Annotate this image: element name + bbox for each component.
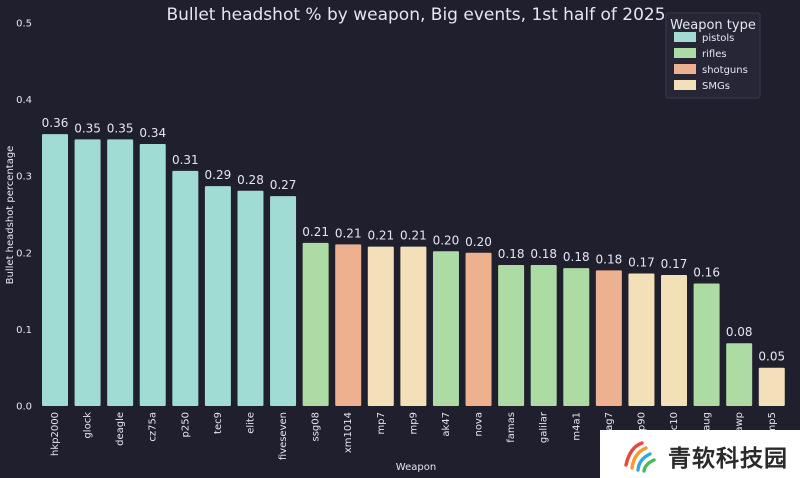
bar-value-label: 0.17: [661, 257, 688, 271]
bar-value-label: 0.05: [758, 350, 785, 364]
x-tick-label: tec9: [213, 412, 224, 434]
bar-ak47: [432, 251, 459, 406]
x-tick-label: deagle: [115, 412, 126, 446]
legend-title: Weapon type: [670, 18, 756, 33]
bar-value-label: 0.18: [498, 247, 525, 261]
x-tick-label: p250: [180, 412, 191, 437]
bar-value-label: 0.18: [563, 250, 590, 264]
legend-swatch-SMGs: [674, 80, 696, 90]
x-tick-label: galilar: [539, 411, 550, 443]
legend-label-SMGs: SMGs: [702, 81, 730, 92]
bar-value-label: 0.16: [693, 265, 720, 279]
bar-value-label: 0.21: [335, 226, 362, 240]
y-tick-label: 0.4: [16, 95, 32, 106]
x-tick-label: nova: [474, 412, 485, 437]
x-tick-label: m4a1: [571, 412, 582, 441]
y-tick-label: 0.1: [16, 325, 32, 336]
bars: 0.36 0.35 0.35 0.34 0.31 0.29 0.28 0.27 0.21 0.21…: [42, 116, 785, 406]
bar-mp9: [400, 246, 427, 406]
bar-value-label: 0.31: [172, 153, 199, 167]
bar-value-label: 0.20: [465, 235, 492, 249]
x-tick-label: mp7: [376, 412, 387, 434]
x-tick-label: glock: [83, 412, 94, 439]
bar-xm1014: [335, 244, 362, 406]
watermark-text: 青软科技园: [668, 446, 788, 472]
bar-value-label: 0.34: [139, 126, 166, 140]
y-tick-label: 0.5: [16, 19, 32, 30]
bar-fiveseven: [270, 196, 297, 406]
bar-mag7: [595, 270, 622, 406]
x-tick-label: p90: [636, 412, 647, 431]
x-tick-label: awp: [734, 412, 745, 433]
bar-glock: [74, 139, 101, 406]
bar-value-label: 0.35: [107, 121, 134, 135]
y-axis-label: Bullet headshot percentage: [5, 146, 16, 285]
legend-label-shotguns: shotguns: [702, 65, 748, 76]
x-tick-label: mp5: [767, 412, 778, 434]
bar-value-label: 0.28: [237, 173, 264, 187]
bar-aug: [693, 283, 720, 406]
chart-title: Bullet headshot % by weapon, Big events,…: [166, 5, 665, 25]
bar-value-label: 0.21: [367, 229, 394, 243]
x-tick-label: aug: [702, 412, 713, 431]
x-axis-label: Weapon: [396, 462, 436, 473]
watermark-logo-icon: [624, 441, 656, 473]
bar-value-label: 0.27: [270, 178, 297, 192]
bar-value-label: 0.21: [302, 225, 329, 239]
bar-value-label: 0.08: [726, 325, 753, 339]
legend-label-rifles: rifles: [702, 49, 727, 60]
bar-p90: [628, 273, 655, 406]
bar-hkp2000: [42, 134, 68, 406]
bar-value-label: 0.29: [205, 168, 232, 182]
y-tick-label: 0.2: [16, 248, 32, 259]
x-tick-label: xm1014: [343, 412, 354, 453]
bar-mp5: [758, 367, 785, 406]
bar-value-label: 0.36: [42, 116, 69, 130]
x-tick-label: fiveseven: [278, 412, 289, 460]
x-tick-label: elite: [245, 412, 256, 434]
bar-galilar: [530, 265, 557, 406]
bar-famas: [498, 265, 525, 406]
bar-elite: [237, 190, 264, 406]
bar-m4a1: [563, 268, 590, 406]
legend-label-pistols: pistols: [702, 33, 734, 44]
bar-nova: [465, 252, 492, 406]
legend-entries: pistols rifles shotguns SMGs: [674, 32, 748, 92]
y-tick-label: 0.0: [16, 402, 32, 413]
legend-swatch-rifles: [674, 48, 696, 58]
bar-value-label: 0.18: [596, 252, 623, 266]
x-axis-ticks: hkp2000 glock deagle cz75a p250 tec9 elite five…: [50, 411, 778, 460]
bar-ssg08: [302, 242, 329, 406]
x-tick-label: mp9: [408, 412, 419, 434]
bar-mac10: [661, 275, 688, 406]
x-tick-label: ssg08: [311, 412, 322, 442]
bar-awp: [726, 343, 753, 406]
x-tick-label: hkp2000: [50, 412, 61, 456]
bar-value-label: 0.21: [400, 229, 427, 243]
bar-cz75a: [139, 144, 166, 406]
bar-p250: [172, 170, 199, 406]
x-tick-label: mag7: [604, 412, 615, 441]
watermark: 青软科技园: [600, 430, 800, 478]
x-tick-label: ak47: [441, 412, 452, 437]
bar-mp7: [367, 246, 394, 406]
x-tick-label: famas: [506, 412, 517, 443]
legend-swatch-pistols: [674, 32, 696, 42]
bar-value-label: 0.35: [74, 121, 101, 135]
bar-value-label: 0.18: [530, 247, 557, 261]
y-axis-ticks: 0.0 0.1 0.2 0.3 0.4 0.5: [16, 19, 32, 413]
bar-value-label: 0.20: [433, 233, 460, 247]
x-tick-label: mac10: [669, 412, 680, 446]
bar-value-label: 0.17: [628, 255, 655, 269]
bar-deagle: [107, 139, 134, 406]
bar-tec9: [204, 186, 231, 406]
y-tick-label: 0.3: [16, 172, 32, 183]
legend-swatch-shotguns: [674, 64, 696, 74]
x-tick-label: cz75a: [148, 412, 159, 442]
legend: Weapon type pistols rifles shotguns SMGs: [665, 12, 761, 99]
